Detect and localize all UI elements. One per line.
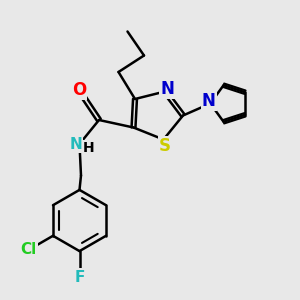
Text: N: N: [202, 92, 216, 110]
Text: F: F: [74, 270, 85, 285]
Text: N: N: [160, 80, 174, 98]
Text: O: O: [72, 81, 86, 99]
Text: N: N: [70, 137, 82, 152]
Text: Cl: Cl: [21, 242, 37, 257]
Text: S: S: [159, 137, 171, 155]
Text: H: H: [83, 141, 94, 155]
